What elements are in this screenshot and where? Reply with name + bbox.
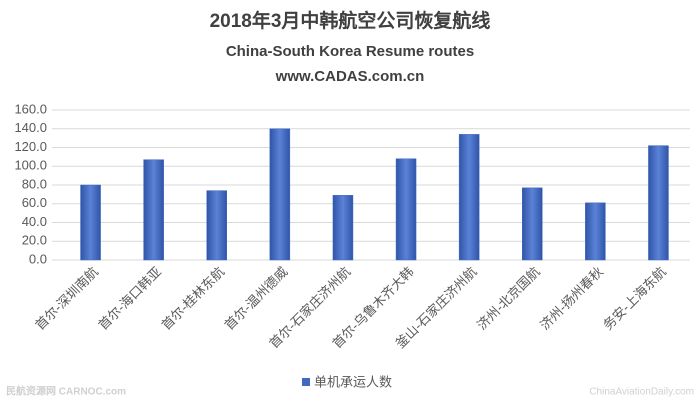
bar [648, 145, 669, 261]
y-tick-label: 100.0 [14, 158, 47, 173]
watermark: ChinaAviationDaily.com [589, 387, 694, 398]
y-tick-label: 120.0 [14, 139, 47, 154]
legend-swatch [302, 378, 310, 386]
x-tick-label: 济州-扬州春秋 [537, 264, 606, 333]
bar [143, 159, 164, 261]
bar [395, 158, 417, 261]
y-tick-label: 80.0 [22, 176, 47, 191]
bar [458, 134, 480, 261]
y-tick-label: 140.0 [14, 120, 47, 135]
chart-source: www.CADAS.com.cn [275, 68, 425, 85]
x-tick-label: 首尔-深圳南航 [32, 264, 101, 333]
chart-subtitle: China-South Korea Resume routes [226, 43, 474, 60]
x-tick-label: 务安-上海东航 [600, 264, 669, 333]
legend-label: 单机承运人数 [314, 374, 392, 389]
y-tick-label: 60.0 [22, 195, 47, 210]
bar [522, 187, 543, 261]
chart-title: 2018年3月中韩航空公司恢复航线 [210, 9, 491, 32]
bar [206, 190, 227, 261]
y-tick-label: 20.0 [22, 233, 47, 248]
x-tick-label: 首尔-桂林东航 [158, 264, 227, 333]
watermark: 民航资源网 CARNOC.com [6, 385, 126, 398]
x-tick-label: 首尔-温州德威 [222, 264, 291, 333]
y-tick-label: 0.0 [29, 251, 47, 266]
bar [585, 202, 606, 261]
y-tick-label: 40.0 [22, 214, 47, 229]
bar [80, 184, 101, 261]
x-tick-label: 济州-北京国航 [474, 264, 543, 333]
y-tick-label: 160.0 [14, 101, 47, 116]
x-tick-label: 首尔-海口韩亚 [95, 264, 164, 333]
bar [332, 195, 354, 261]
bar [269, 128, 291, 261]
